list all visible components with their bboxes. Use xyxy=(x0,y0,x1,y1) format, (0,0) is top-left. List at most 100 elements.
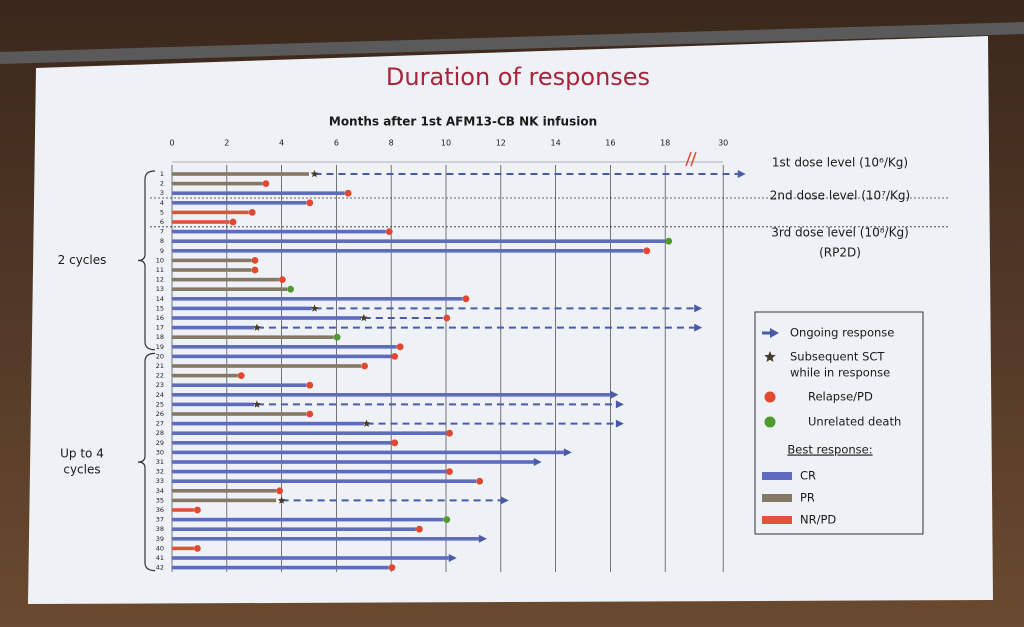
event-dot xyxy=(194,506,201,514)
response-bar xyxy=(172,546,194,551)
response-bar xyxy=(172,181,263,186)
legend-swatch xyxy=(762,494,792,502)
response-bar xyxy=(172,306,312,311)
response-bar xyxy=(172,373,238,378)
ongoing-arrow xyxy=(694,304,703,313)
patient-label: 10 xyxy=(156,256,164,264)
response-bar xyxy=(172,489,277,493)
bracket-label: 2 cycles xyxy=(58,253,107,267)
ongoing-arrow xyxy=(533,458,542,466)
response-bar xyxy=(172,527,416,531)
x-tick-label: 8 xyxy=(389,139,394,148)
response-bar xyxy=(172,287,288,291)
response-bar xyxy=(172,393,611,397)
patient-label: 23 xyxy=(156,381,164,389)
dose-level-label: 2nd dose level (10⁷/Kg) xyxy=(770,189,910,203)
response-bar xyxy=(172,508,194,512)
response-bar xyxy=(172,479,477,483)
patient-label: 29 xyxy=(156,439,164,447)
patient-label: 20 xyxy=(156,352,164,360)
axis-break xyxy=(685,151,692,167)
bracket xyxy=(137,170,156,351)
response-bar xyxy=(172,258,252,263)
legend-label: Relapse/PD xyxy=(808,390,873,404)
legend-label: Subsequent SCT xyxy=(790,350,885,364)
x-tick-label: 6 xyxy=(334,139,339,148)
event-dot xyxy=(248,209,256,216)
legend-arrow xyxy=(762,328,779,338)
response-bar xyxy=(172,556,449,560)
event-dot xyxy=(643,247,651,255)
legend-dot xyxy=(764,416,776,428)
sct-star xyxy=(253,323,261,331)
response-bar xyxy=(172,268,252,272)
legend-dot xyxy=(764,391,776,403)
response-bar xyxy=(172,469,446,474)
response-bar xyxy=(172,460,534,464)
legend-label: Unrelated death xyxy=(808,415,901,429)
response-bar xyxy=(172,172,309,176)
x-tick-label: 2 xyxy=(224,139,229,148)
bracket-label: Up to 4 xyxy=(60,447,104,461)
patient-label: 3 xyxy=(160,189,164,197)
patient-label: 13 xyxy=(156,285,164,293)
response-bar xyxy=(172,316,362,320)
patient-label: 39 xyxy=(156,535,164,543)
response-bar xyxy=(172,249,644,253)
ongoing-arrow xyxy=(448,554,457,562)
patient-label: 16 xyxy=(156,314,164,322)
sct-star xyxy=(362,419,371,427)
sct-star xyxy=(310,304,319,312)
x-tick-label: 4 xyxy=(279,139,284,148)
ongoing-arrow xyxy=(694,323,703,332)
response-bar xyxy=(172,565,389,570)
response-bar xyxy=(172,297,463,301)
dose-level-label: 1st dose level (10⁶/Kg) xyxy=(772,156,908,170)
patient-label: 21 xyxy=(156,362,164,370)
x-tick-label: 30 xyxy=(718,139,728,148)
patient-label: 22 xyxy=(156,372,164,380)
legend-label: NR/PD xyxy=(800,513,836,527)
event-dot xyxy=(194,545,201,552)
sct-star xyxy=(253,400,261,408)
event-dot xyxy=(262,180,270,188)
legend-label: Ongoing response xyxy=(790,326,894,340)
ongoing-arrow xyxy=(610,390,619,399)
legend-heading: Best response: xyxy=(787,443,872,457)
patient-label: 2 xyxy=(160,180,164,188)
response-bar xyxy=(172,498,277,503)
legend-label: CR xyxy=(800,469,816,483)
x-tick-label: 18 xyxy=(660,139,670,148)
patient-label: 25 xyxy=(156,400,164,408)
patient-label: 7 xyxy=(160,228,164,236)
title: Duration of responses xyxy=(386,63,650,91)
response-bar xyxy=(172,450,564,455)
patient-label: 36 xyxy=(156,506,164,514)
event-dot xyxy=(251,257,259,264)
x-tick-label: 10 xyxy=(441,139,451,148)
event-dot xyxy=(446,429,453,437)
ongoing-arrow xyxy=(615,400,624,409)
ongoing-arrow xyxy=(615,419,624,428)
patient-label: 42 xyxy=(156,564,164,572)
event-dot xyxy=(287,285,294,293)
patient-label: 14 xyxy=(156,295,164,303)
response-bar xyxy=(172,354,392,359)
response-bar xyxy=(172,201,307,205)
patient-label: 40 xyxy=(156,544,164,552)
response-bar xyxy=(172,345,397,349)
dose-level-label: 3rd dose level (10⁸/Kg) xyxy=(771,226,909,240)
patient-label: 5 xyxy=(160,208,164,216)
event-dot xyxy=(446,468,453,475)
response-bar xyxy=(172,412,307,416)
patient-label: 12 xyxy=(156,276,164,284)
response-bar xyxy=(172,364,362,368)
patient-label: 18 xyxy=(156,333,164,341)
patient-label: 26 xyxy=(156,410,164,418)
legend-label: PR xyxy=(800,491,815,505)
event-dot xyxy=(361,362,368,370)
patient-label: 27 xyxy=(156,420,164,428)
response-bar xyxy=(172,229,386,234)
x-tick-label: 16 xyxy=(605,139,615,148)
